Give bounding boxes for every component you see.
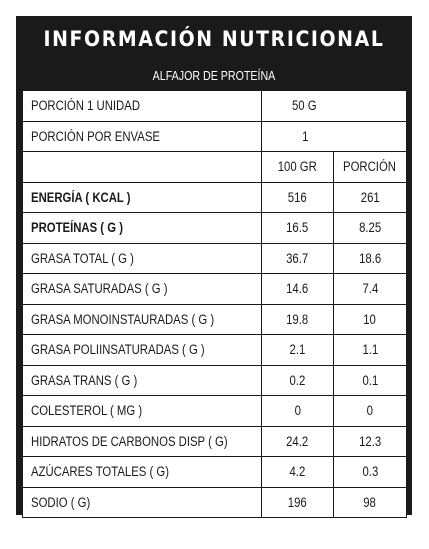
nutrient-per100-value: 196 <box>261 486 334 518</box>
nutrient-label: PROTEÍNAS ( G ) <box>22 212 262 244</box>
header-blank-cell <box>22 151 262 183</box>
nutrient-label: COLESTEROL ( MG ) <box>22 395 262 427</box>
nutrient-row: COLESTEROL ( MG ) 0 0 <box>22 395 407 427</box>
nutrient-row: SODIO ( G) 196 98 <box>22 486 407 518</box>
serving-size-value: 50 G <box>261 90 407 122</box>
nutrient-portion-value: 7.4 <box>333 273 407 305</box>
servings-per-package-label: PORCIÓN POR ENVASE <box>22 120 262 152</box>
nutrient-portion-value: 0 <box>333 395 407 427</box>
nutrient-label: AZÚCARES TOTALES ( G) <box>22 456 262 488</box>
nutrient-per100-value: 516 <box>261 181 334 213</box>
nutrient-portion-value: 0.3 <box>333 456 407 488</box>
nutrient-row: GRASA TOTAL ( G ) 36.7 18.6 <box>22 242 407 274</box>
servings-per-package-row: PORCIÓN POR ENVASE 1 <box>22 120 407 152</box>
nutrient-portion-value: 8.25 <box>333 212 407 244</box>
nutrient-portion-value: 98 <box>333 486 407 518</box>
nutrient-per100-value: 19.8 <box>261 303 334 335</box>
nutrient-portion-value: 261 <box>333 181 407 213</box>
nutrient-label: HIDRATOS DE CARBONOS DISP ( G) <box>22 425 262 457</box>
nutrient-label: GRASA TOTAL ( G ) <box>22 242 262 274</box>
nutrient-row: GRASA TRANS ( G ) 0.2 0.1 <box>22 364 407 396</box>
nutrient-row: HIDRATOS DE CARBONOS DISP ( G) 24.2 12.3 <box>22 425 407 457</box>
nutrient-row: GRASA MONOINSTAURADAS ( G ) 19.8 10 <box>22 303 407 335</box>
nutrient-label: GRASA SATURADAS ( G ) <box>22 273 262 305</box>
product-name: ALFAJOR DE PROTEÍNA <box>152 67 276 83</box>
nutrient-per100-value: 4.2 <box>261 456 334 488</box>
nutrient-portion-value: 10 <box>333 303 407 335</box>
nutrient-portion-value: 0.1 <box>333 364 407 396</box>
nutrition-table: PORCIÓN 1 UNIDAD 50 G PORCIÓN POR ENVASE… <box>22 90 407 518</box>
nutrient-portion-value: 12.3 <box>333 425 407 457</box>
servings-per-package-value: 1 <box>261 120 407 152</box>
nutrition-title: INFORMACIÓN NUTRICIONAL <box>43 27 385 51</box>
nutrient-row: AZÚCARES TOTALES ( G) 4.2 0.3 <box>22 456 407 488</box>
nutrient-label: SODIO ( G) <box>22 486 262 518</box>
nutrient-row: ENERGÍA ( KCAL ) 516 261 <box>22 181 407 213</box>
nutrient-per100-value: 36.7 <box>261 242 334 274</box>
nutrient-per100-value: 14.6 <box>261 273 334 305</box>
nutrient-label: ENERGÍA ( KCAL ) <box>22 181 262 213</box>
nutrient-label: GRASA POLIINSATURADAS ( G ) <box>22 334 262 366</box>
nutrient-portion-value: 18.6 <box>333 242 407 274</box>
column-header-row: 100 GR PORCIÓN <box>22 151 407 183</box>
nutrient-per100-value: 24.2 <box>261 425 334 457</box>
nutrient-label: GRASA TRANS ( G ) <box>22 364 262 396</box>
nutrient-per100-value: 0.2 <box>261 364 334 396</box>
column-header-per100: 100 GR <box>261 151 334 183</box>
nutrient-per100-value: 0 <box>261 395 334 427</box>
column-header-portion: PORCIÓN <box>333 151 407 183</box>
nutrient-row: GRASA POLIINSATURADAS ( G ) 2.1 1.1 <box>22 334 407 366</box>
nutrient-row: GRASA SATURADAS ( G ) 14.6 7.4 <box>22 273 407 305</box>
nutrient-label: GRASA MONOINSTAURADAS ( G ) <box>22 303 262 335</box>
nutrient-portion-value: 1.1 <box>333 334 407 366</box>
serving-size-label: PORCIÓN 1 UNIDAD <box>22 90 262 122</box>
nutrient-per100-value: 2.1 <box>261 334 334 366</box>
nutrition-facts-panel: INFORMACIÓN NUTRICIONAL ALFAJOR DE PROTE… <box>16 16 412 518</box>
serving-size-row: PORCIÓN 1 UNIDAD 50 G <box>22 90 407 122</box>
nutrient-row: PROTEÍNAS ( G ) 16.5 8.25 <box>22 212 407 244</box>
nutrient-per100-value: 16.5 <box>261 212 334 244</box>
